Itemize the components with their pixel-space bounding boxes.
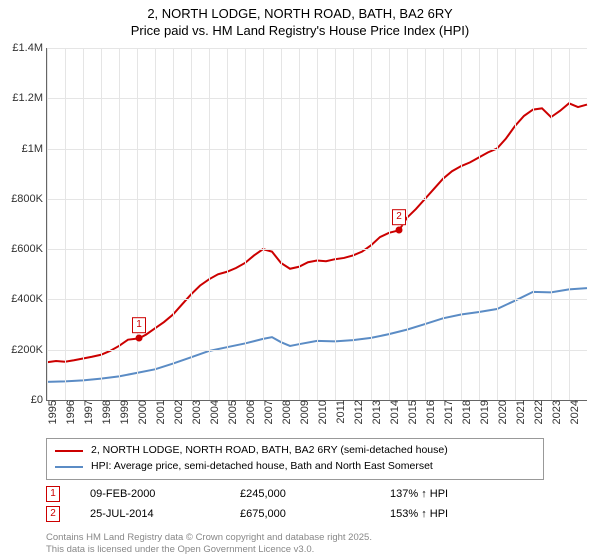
x-tick-label: 2017	[439, 400, 455, 424]
x-tick-label: 2010	[313, 400, 329, 424]
x-gridline	[335, 48, 336, 400]
transaction-price: £675,000	[240, 508, 360, 520]
x-gridline	[551, 48, 552, 400]
x-gridline	[407, 48, 408, 400]
x-gridline	[173, 48, 174, 400]
x-gridline	[137, 48, 138, 400]
transaction-point	[135, 335, 142, 342]
x-tick-label: 1996	[61, 400, 77, 424]
transaction-date: 09-FEB-2000	[90, 488, 210, 500]
x-tick-label: 2006	[241, 400, 257, 424]
y-tick-label: £1M	[22, 143, 47, 155]
y-tick-label: £400K	[11, 293, 47, 305]
x-gridline	[227, 48, 228, 400]
y-tick-label: £800K	[11, 193, 47, 205]
transaction-marker: 2	[46, 506, 60, 522]
x-gridline	[353, 48, 354, 400]
x-tick-label: 2003	[187, 400, 203, 424]
legend-item-price: 2, NORTH LODGE, NORTH ROAD, BATH, BA2 6R…	[55, 443, 535, 459]
x-tick-label: 2013	[367, 400, 383, 424]
x-tick-label: 1995	[43, 400, 59, 424]
y-tick-label: £1.2M	[12, 92, 47, 104]
transaction-row: 2 25-JUL-2014 £675,000 153% ↑ HPI	[46, 504, 510, 524]
x-gridline	[83, 48, 84, 400]
x-gridline	[389, 48, 390, 400]
transaction-date: 25-JUL-2014	[90, 508, 210, 520]
x-tick-label: 2004	[205, 400, 221, 424]
legend: 2, NORTH LODGE, NORTH ROAD, BATH, BA2 6R…	[46, 438, 544, 480]
copyright-line1: Contains HM Land Registry data © Crown c…	[46, 532, 372, 544]
x-gridline	[569, 48, 570, 400]
x-gridline	[515, 48, 516, 400]
x-tick-label: 2022	[529, 400, 545, 424]
x-tick-label: 2001	[151, 400, 167, 424]
x-gridline	[119, 48, 120, 400]
transaction-flag: 2	[392, 209, 406, 225]
legend-swatch	[55, 466, 83, 468]
y-tick-label: £200K	[11, 344, 47, 356]
x-tick-label: 2009	[295, 400, 311, 424]
x-gridline	[371, 48, 372, 400]
x-tick-label: 2014	[385, 400, 401, 424]
transaction-price: £245,000	[240, 488, 360, 500]
x-gridline	[281, 48, 282, 400]
x-tick-label: 2005	[223, 400, 239, 424]
transaction-vs-hpi: 153% ↑ HPI	[390, 508, 510, 520]
x-tick-label: 2002	[169, 400, 185, 424]
transactions-table: 1 09-FEB-2000 £245,000 137% ↑ HPI 2 25-J…	[46, 484, 510, 524]
x-gridline	[155, 48, 156, 400]
x-tick-label: 2024	[565, 400, 581, 424]
x-gridline	[299, 48, 300, 400]
copyright-line2: This data is licensed under the Open Gov…	[46, 544, 372, 556]
x-gridline	[425, 48, 426, 400]
x-tick-label: 2007	[259, 400, 275, 424]
x-tick-label: 2000	[133, 400, 149, 424]
x-tick-label: 2016	[421, 400, 437, 424]
x-gridline	[479, 48, 480, 400]
legend-item-hpi: HPI: Average price, semi-detached house,…	[55, 459, 535, 475]
x-tick-label: 2012	[349, 400, 365, 424]
transaction-marker: 1	[46, 486, 60, 502]
x-gridline	[245, 48, 246, 400]
x-tick-label: 1997	[79, 400, 95, 424]
x-tick-label: 2011	[331, 400, 347, 424]
title-line1: 2, NORTH LODGE, NORTH ROAD, BATH, BA2 6R…	[0, 6, 600, 23]
x-tick-label: 2020	[493, 400, 509, 424]
x-tick-label: 2008	[277, 400, 293, 424]
chart-title: 2, NORTH LODGE, NORTH ROAD, BATH, BA2 6R…	[0, 0, 600, 40]
x-gridline	[461, 48, 462, 400]
transaction-vs-hpi: 137% ↑ HPI	[390, 488, 510, 500]
x-gridline	[101, 48, 102, 400]
x-gridline	[65, 48, 66, 400]
x-tick-label: 2015	[403, 400, 419, 424]
y-tick-label: £1.4M	[12, 42, 47, 54]
x-tick-label: 1998	[97, 400, 113, 424]
legend-label: HPI: Average price, semi-detached house,…	[91, 459, 433, 475]
title-line2: Price paid vs. HM Land Registry's House …	[0, 23, 600, 40]
legend-label: 2, NORTH LODGE, NORTH ROAD, BATH, BA2 6R…	[91, 443, 448, 459]
x-gridline	[191, 48, 192, 400]
x-gridline	[209, 48, 210, 400]
x-tick-label: 2019	[475, 400, 491, 424]
x-tick-label: 1999	[115, 400, 131, 424]
x-tick-label: 2018	[457, 400, 473, 424]
transaction-row: 1 09-FEB-2000 £245,000 137% ↑ HPI	[46, 484, 510, 504]
x-gridline	[47, 48, 48, 400]
x-gridline	[317, 48, 318, 400]
y-tick-label: £600K	[11, 243, 47, 255]
copyright-notice: Contains HM Land Registry data © Crown c…	[46, 532, 372, 556]
chart-container: 2, NORTH LODGE, NORTH ROAD, BATH, BA2 6R…	[0, 0, 600, 560]
x-gridline	[263, 48, 264, 400]
legend-swatch	[55, 450, 83, 452]
x-tick-label: 2023	[547, 400, 563, 424]
x-gridline	[533, 48, 534, 400]
x-tick-label: 2021	[511, 400, 527, 424]
x-gridline	[497, 48, 498, 400]
transaction-point	[396, 227, 403, 234]
transaction-flag: 1	[132, 318, 146, 334]
x-gridline	[443, 48, 444, 400]
plot-area: £0£200K£400K£600K£800K£1M£1.2M£1.4M19951…	[46, 48, 587, 401]
